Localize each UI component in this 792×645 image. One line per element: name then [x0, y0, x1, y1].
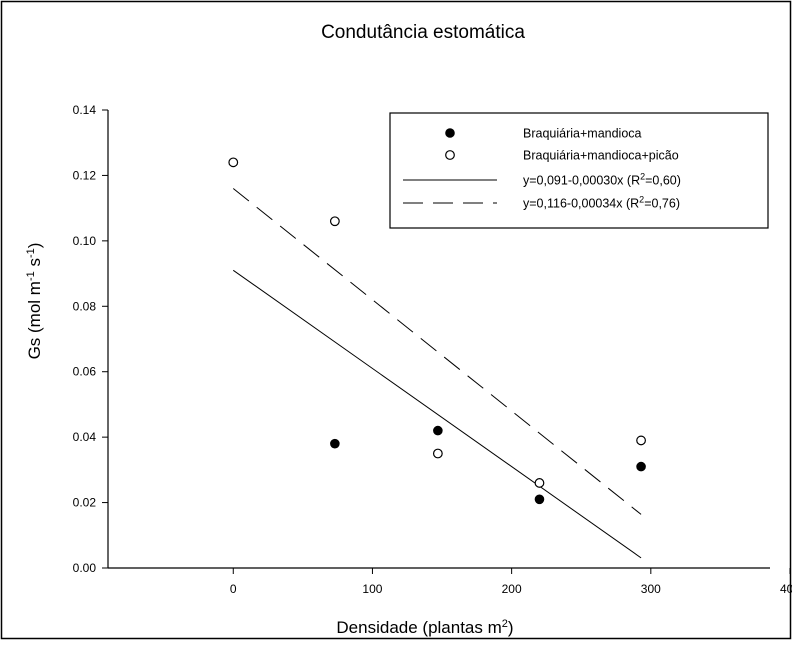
y-tick-label: 0.12 [73, 168, 97, 182]
point-filled [433, 425, 443, 436]
point-filled [534, 494, 545, 505]
y-axis-title: Gs (mol m-1 s-1) [25, 243, 44, 360]
y-tick-label: 0.02 [73, 496, 97, 510]
point-filled [330, 438, 340, 449]
data-points [228, 157, 646, 505]
y-tick-label: 0.06 [73, 365, 97, 379]
point-open [228, 157, 239, 168]
fit-line-solid [232, 269, 642, 559]
fit-lines [232, 188, 642, 559]
x-tick-label: 300 [641, 582, 661, 596]
x-tick-label: 100 [362, 582, 382, 596]
x-axis-title: Densidade (plantas m2) [336, 618, 513, 637]
chart-title: Condutância estomática [321, 22, 525, 43]
y-tick-label: 0.00 [73, 561, 97, 575]
x-tick-label: 400 [780, 582, 792, 596]
point-open [636, 435, 646, 446]
y-tick-label: 0.10 [73, 234, 97, 248]
point-open [534, 478, 545, 488]
legend-label-series-1: Braquiária+mandioca [523, 127, 642, 141]
x-tick-label: 0 [230, 582, 237, 596]
point-filled [636, 461, 646, 472]
point-open [432, 448, 443, 459]
legend-marker-filled [445, 128, 455, 138]
legend-marker-open [445, 150, 455, 160]
y-tick-label: 0.04 [73, 430, 97, 444]
y-tick-label: 0.14 [73, 103, 97, 117]
x-tick-label: 200 [502, 582, 522, 596]
fit-line-dashed [232, 188, 642, 515]
legend-label-series-2: Braquiária+mandioca+picão [523, 149, 679, 163]
point-open [329, 216, 340, 227]
y-tick-label: 0.08 [73, 299, 97, 313]
legend: Braquiária+mandioca Braquiária+mandioca+… [389, 112, 769, 229]
axes: 0.00 0.02 0.04 0.06 0.08 0.10 0.12 0.14 0 100 200 3… [73, 103, 792, 596]
legend-label-fit-1: y=0,091-0,00030x (R2=0,60) [523, 172, 681, 188]
legend-label-fit-2: y=0,116-0,00034x (R2=0,76) [523, 195, 680, 211]
